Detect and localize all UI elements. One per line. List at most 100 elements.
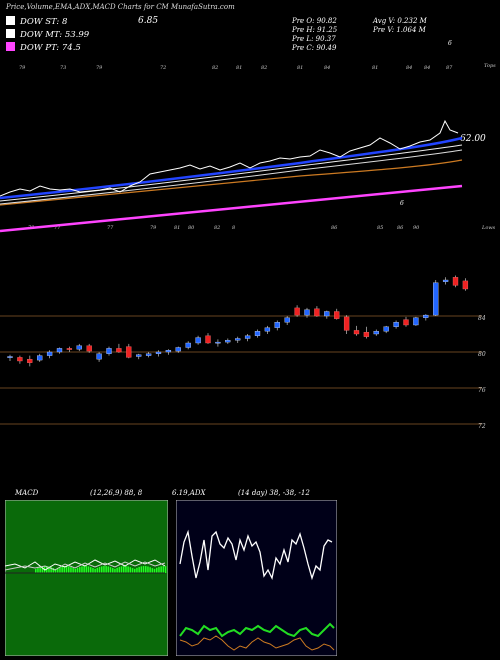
macd-histogram-bar bbox=[41, 566, 44, 573]
top-number-8: 84 bbox=[324, 65, 330, 71]
legend-swatch-mt bbox=[6, 29, 15, 38]
macd-histogram-bar bbox=[147, 566, 149, 573]
macd-histogram-bar bbox=[63, 566, 66, 573]
top-number-10: 84 bbox=[406, 65, 412, 71]
ema-line-white-mid bbox=[0, 144, 463, 202]
macd-histogram-bar bbox=[153, 568, 156, 573]
candle bbox=[452, 277, 459, 286]
bottom-number-6: 82 bbox=[214, 225, 220, 231]
macd-signal-line bbox=[5, 561, 166, 571]
candle bbox=[96, 353, 102, 360]
legend-label-st: DOW ST: 8 bbox=[20, 17, 68, 27]
macd-histogram-bar bbox=[136, 567, 138, 573]
candle bbox=[304, 309, 310, 316]
ema-lines bbox=[0, 119, 463, 233]
legend-swatch-pt bbox=[6, 42, 15, 51]
candle bbox=[353, 330, 360, 335]
candle bbox=[175, 347, 181, 352]
top-number-5: 81 bbox=[236, 65, 242, 71]
macd-histogram-bar bbox=[87, 566, 90, 573]
macd-histogram-bar bbox=[65, 566, 68, 573]
candle bbox=[462, 280, 469, 290]
candle bbox=[294, 307, 300, 316]
candle bbox=[56, 348, 63, 353]
macd-histogram-bar bbox=[151, 568, 154, 573]
ema-line-orange bbox=[0, 159, 463, 206]
candle bbox=[106, 348, 112, 354]
mark-6-b: 6 bbox=[400, 200, 404, 207]
candle bbox=[274, 322, 280, 328]
stat-pre-open: Pre O: 90.82 bbox=[292, 17, 337, 25]
top-number-12: 87 bbox=[446, 65, 453, 71]
price-tick-72: 72 bbox=[478, 423, 486, 430]
bottom-number-11: 90 bbox=[413, 225, 420, 231]
mark-6-a: 6 bbox=[448, 40, 452, 47]
macd-values: (12,26,9) 88, 8 bbox=[90, 489, 143, 497]
macd-histogram-bar bbox=[116, 567, 118, 573]
macd-histogram-bar bbox=[61, 566, 63, 573]
macd-histogram-bar bbox=[120, 566, 123, 573]
legend-dow-mt: DOW MT: 53.99 bbox=[6, 29, 89, 40]
candle bbox=[235, 338, 241, 341]
candle bbox=[442, 279, 449, 282]
bottom-number-1: 77 bbox=[54, 225, 61, 231]
macd-histogram-bar bbox=[114, 568, 116, 573]
candle bbox=[225, 340, 231, 343]
candle bbox=[413, 317, 419, 326]
macd-histogram-bar bbox=[54, 568, 57, 573]
candle bbox=[334, 311, 340, 319]
adx-values: (14 day) 38, -38, -12 bbox=[238, 489, 310, 497]
candle bbox=[155, 351, 162, 354]
macd-histogram-bar bbox=[39, 567, 41, 573]
candle bbox=[264, 327, 271, 332]
macd-histogram-bar bbox=[149, 567, 151, 573]
macd-histogram-bar bbox=[118, 566, 121, 573]
candle bbox=[27, 359, 33, 363]
candle bbox=[86, 345, 92, 352]
ema-line-magenta bbox=[0, 184, 463, 233]
macd-histogram-bar bbox=[48, 566, 50, 573]
candle bbox=[244, 335, 251, 339]
bottom-number-2: 77 bbox=[107, 225, 114, 231]
candle bbox=[284, 317, 290, 323]
bottom-number-10: 86 bbox=[397, 225, 404, 231]
macd-histogram-bar bbox=[162, 566, 165, 573]
macd-histogram-bar bbox=[79, 567, 81, 573]
candle bbox=[314, 308, 320, 317]
candle bbox=[195, 337, 201, 344]
macd-histogram-bar bbox=[72, 568, 74, 573]
macd-histogram-bar bbox=[160, 566, 162, 573]
candle bbox=[17, 357, 23, 362]
macd-panel-bg bbox=[5, 500, 168, 656]
main-chart: Tops Lows 62.00 6 6 79 73 79 72 82 81 82 81 84 81… bbox=[0, 40, 496, 430]
macd-histogram-bar bbox=[74, 568, 77, 573]
candle bbox=[254, 331, 261, 336]
candle bbox=[185, 342, 191, 348]
macd-histogram-bar bbox=[85, 566, 88, 573]
candle bbox=[215, 341, 221, 344]
macd-histogram-bar bbox=[81, 566, 83, 573]
price-tick-84: 84 bbox=[478, 315, 486, 322]
candle bbox=[76, 345, 82, 350]
bottom-number-5: 80 bbox=[188, 225, 195, 231]
top-number-7: 81 bbox=[297, 65, 303, 71]
price-line-white bbox=[0, 119, 459, 197]
macd-line bbox=[5, 559, 166, 571]
candle bbox=[393, 322, 399, 327]
top-number-6: 82 bbox=[261, 65, 267, 71]
legend-swatch-st bbox=[6, 16, 15, 25]
macd-histogram-bar bbox=[103, 566, 105, 573]
candle bbox=[343, 316, 350, 331]
macd-histogram-bar bbox=[125, 566, 127, 573]
bottom-numbers: 79 77 77 79 81 80 82 8 86 85 86 90 bbox=[28, 225, 420, 231]
top-numbers: 79 73 79 72 82 81 82 81 84 81 84 84 87 bbox=[19, 65, 453, 71]
macd-histogram-bar bbox=[92, 568, 94, 573]
macd-histogram-bar bbox=[50, 567, 52, 573]
macd-histogram-bar bbox=[37, 567, 39, 573]
stat-pre-low: Pre L: 90.37 bbox=[292, 35, 336, 43]
macd-histogram-bar bbox=[105, 566, 107, 573]
candle bbox=[66, 348, 73, 350]
chart-title: Price,Volume,EMA,ADX,MACD Charts for CM … bbox=[6, 3, 235, 11]
top-number-4: 82 bbox=[212, 65, 218, 71]
macd-histogram-bar bbox=[107, 566, 110, 573]
